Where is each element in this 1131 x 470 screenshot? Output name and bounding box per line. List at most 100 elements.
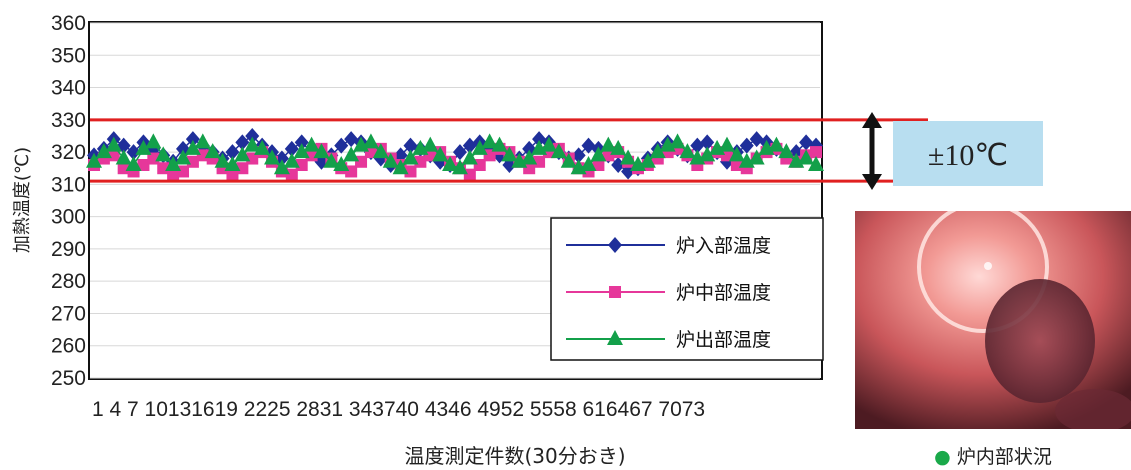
series-middle-point [196,149,209,162]
series-outlet-point [580,156,597,171]
band-label-box [893,121,1043,186]
series-inlet-point [581,137,596,154]
legend-item-middle: 炉中部温度 [566,282,771,304]
series-outlet-point [264,149,281,165]
legend-item-outlet: 炉出部温度 [566,329,771,351]
furnace-glow-image [855,211,1131,429]
legend-label-inlet: 炉入部温度 [676,235,771,257]
series-outlet-point [214,152,231,168]
series-middle-point [285,168,298,181]
series-outlet-point [234,146,251,162]
series-outlet-point [244,136,261,152]
series-inlet-point [799,134,814,151]
y-tick-label: 280 [51,270,86,293]
series-outlet-point [184,139,201,155]
series-outlet-point [699,146,716,162]
series-middle-point [345,165,358,178]
series-outlet-point [323,152,340,168]
series-outlet-point [451,159,468,175]
y-tick-label: 340 [51,77,86,100]
series-outlet-point [808,156,824,171]
series-outlet-point [86,152,102,168]
series-outlet-point [768,136,785,152]
y-tick-labels: 250 260 270 280 290 300 310 320 330 340 350 360 [51,12,86,390]
series-outlet-point [313,143,330,159]
series-outlet-point [283,152,300,168]
series-outlet-point [610,139,627,155]
series-outlet-point [402,149,419,165]
series-inlet-point [334,137,349,154]
furnace-interior-photo [855,211,1131,429]
series-outlet-point [165,156,182,171]
series-inlet-point [245,127,260,144]
series-inlet-point [462,137,477,154]
y-tick-label: 270 [51,302,86,325]
legend-item-inlet: 炉入部温度 [566,235,771,257]
series-inlet-point [344,131,359,148]
legend-label-outlet: 炉出部温度 [676,329,771,351]
series-outlet-point [293,143,310,159]
legend-inlet-point [608,237,622,253]
series-middle-point [473,159,486,171]
series-outlet-point [145,133,162,149]
series-outlet-point [550,143,567,159]
legend-outlet-point [607,330,623,345]
series-middle-point [404,165,417,178]
series-outlet-point [718,136,735,152]
series-outlet-point [590,146,607,162]
series-middle-point [107,149,120,162]
series-inlet-point [452,144,467,161]
series-outlet-point [135,139,152,155]
series-outlet-point [461,149,478,165]
series-middle-point [602,149,615,162]
series-middle-point [364,146,377,159]
series-inlet-point [700,134,715,151]
series-middle-point [177,165,190,178]
series-outlet-point [333,156,350,171]
series-inlet-point [235,134,250,151]
series-middle-point [730,159,743,171]
series-outlet-point [422,136,439,152]
series-middle-point [137,159,150,171]
series-inlet-point [749,131,764,148]
series-inlet-point [611,157,626,173]
series-layer [86,127,824,181]
series-inlet-point [294,134,309,151]
series-outlet-point [382,152,399,168]
series-outlet-point [728,146,745,162]
series-outlet-point [669,133,686,149]
bullet-icon: ● [934,446,951,468]
series-outlet-point [471,139,488,155]
series-inlet-point [690,137,705,154]
series-outlet-point [560,152,577,168]
series-outlet-point [600,136,617,152]
series-outlet-point [95,143,112,159]
series-outlet-point [798,149,815,165]
series-inlet-point [739,137,754,154]
y-tick-label: 320 [51,141,86,164]
series-middle-point [424,149,437,162]
series-middle-point [523,162,536,175]
series-middle-point [236,162,249,175]
series-middle-point [147,152,160,165]
series-middle-point [117,162,130,175]
series-middle-point [157,162,170,175]
series-outlet-point [362,133,379,149]
series-outlet-point [392,159,409,175]
series-outlet-point [540,136,557,152]
series-outlet-point [372,143,389,159]
series-outlet-point [175,149,192,165]
series-outlet-point [194,133,211,149]
series-inlet-point [571,147,586,164]
series-middle-point [533,155,546,168]
photo-caption-text: 炉内部状況 [956,446,1052,468]
band-label: ±10℃ [928,139,1008,172]
series-outlet-point [491,136,508,152]
series-inlet-point [225,144,240,161]
series-outlet-point [432,146,449,162]
y-tick-label: 250 [51,367,86,390]
series-outlet-point [639,152,656,168]
series-outlet-point [155,146,172,162]
series-middle-point [483,149,496,162]
y-tick-label: 290 [51,238,86,261]
